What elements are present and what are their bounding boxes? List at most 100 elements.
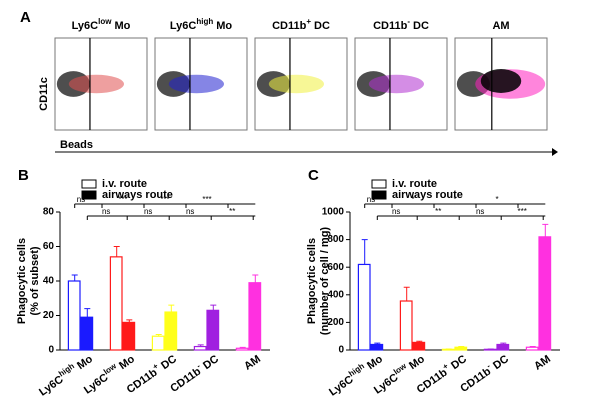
bar [151, 335, 165, 351]
legend-swatch [371, 190, 387, 200]
y-label-line: Phagocytic cells [306, 238, 318, 324]
cell-cloud [368, 74, 424, 94]
significance-label: ns [392, 207, 400, 216]
bar [399, 300, 413, 351]
text-part: DC [159, 353, 179, 372]
text-part: low [102, 361, 119, 376]
text-part: + [441, 361, 450, 371]
y-axis-label: Phagocytic cells(number of cell / mg) [306, 227, 331, 336]
bar [538, 236, 552, 351]
legend-label: i.v. route [392, 178, 437, 190]
bar [525, 346, 539, 351]
cell-cloud [268, 74, 324, 94]
significance-label: *** [160, 195, 169, 204]
legend-swatch [371, 179, 387, 189]
significance-label: ns [367, 195, 375, 204]
text-part: Mo [75, 353, 95, 372]
text-part: DC [413, 20, 429, 32]
arrow-head [552, 148, 558, 156]
error-bar [361, 239, 368, 265]
significance-label: ns [144, 207, 152, 216]
x-axis-label: Beads [60, 139, 93, 151]
error-bar [210, 304, 217, 311]
bar [80, 316, 94, 351]
x-tick-label: AM [532, 353, 553, 373]
x-tick-label: AM [242, 353, 263, 373]
error-bar [197, 344, 204, 347]
text-part: low [392, 361, 409, 376]
significance-label: * [411, 195, 414, 204]
text-part: DC [449, 353, 469, 372]
legend-swatch [81, 179, 97, 189]
y-axis-label: Phagocytic cells(% of subset) [16, 238, 41, 324]
text-part: + [306, 17, 311, 26]
y-tick-label: 0 [48, 345, 54, 356]
bar [122, 321, 136, 351]
bar [235, 347, 249, 351]
text-part: DC [314, 20, 330, 32]
cell-cloud [480, 69, 522, 93]
panel-letter: B [18, 167, 29, 184]
text-part: - [195, 361, 203, 370]
y-tick-label: 20 [43, 310, 55, 321]
plot-title: Ly6Chigh Mo [170, 17, 233, 32]
y-tick-label: 600 [327, 262, 344, 273]
y-label-line: (% of subset) [29, 246, 41, 315]
text-part: AM [532, 353, 553, 373]
panel-letter: A [20, 9, 31, 26]
plot-title: CD11b+ DC [272, 17, 330, 32]
error-bar [458, 346, 465, 348]
bar [248, 282, 262, 351]
error-bar [168, 304, 175, 313]
text-part: low [98, 17, 112, 26]
error-bar [155, 333, 162, 337]
significance-label: * [495, 195, 498, 204]
bar [206, 309, 220, 351]
significance-label: ns [77, 195, 85, 204]
bar [67, 280, 81, 351]
plot-title: CD11b- DC [373, 17, 429, 32]
text-part: AM [242, 353, 263, 373]
error-bar [71, 274, 78, 281]
y-tick-label: 80 [43, 207, 55, 218]
plot-title: Ly6Clow Mo [72, 17, 131, 32]
text-part: Mo [114, 20, 130, 32]
error-bar [113, 246, 120, 257]
error-bar [500, 342, 507, 345]
text-part: high [347, 361, 366, 378]
error-bar [126, 319, 133, 323]
bar [193, 345, 207, 351]
text-part: high [57, 361, 76, 378]
error-bar [374, 342, 381, 345]
text-part: Ly6C [72, 20, 99, 32]
y-tick-label: 40 [43, 276, 55, 287]
text-part: Mo [216, 20, 232, 32]
text-part: + [151, 361, 160, 371]
significance-label: ** [229, 207, 235, 216]
significance-label: ** [435, 207, 441, 216]
bar [164, 311, 178, 351]
significance-label: *** [518, 207, 527, 216]
text-part: DC [491, 353, 511, 372]
y-label-line: (number of cell / mg) [319, 227, 331, 336]
y-tick-label: 1000 [322, 207, 345, 218]
legend-swatch [81, 190, 97, 200]
bar [412, 341, 426, 351]
text-part: DC [201, 353, 221, 372]
error-bar [542, 223, 549, 237]
significance-label: ns [102, 207, 110, 216]
y-tick-label: 60 [43, 241, 55, 252]
significance-label: *** [202, 195, 211, 204]
text-part: - [485, 361, 493, 370]
error-bar [416, 340, 423, 343]
text-part: Ly6C [170, 20, 197, 32]
y-tick-label: 0 [338, 345, 344, 356]
error-bar [252, 274, 259, 283]
plot-title: AM [492, 20, 509, 32]
cell-cloud [168, 74, 224, 94]
bar [454, 346, 468, 351]
error-bar [529, 346, 536, 348]
y-tick-label: 200 [327, 317, 344, 328]
